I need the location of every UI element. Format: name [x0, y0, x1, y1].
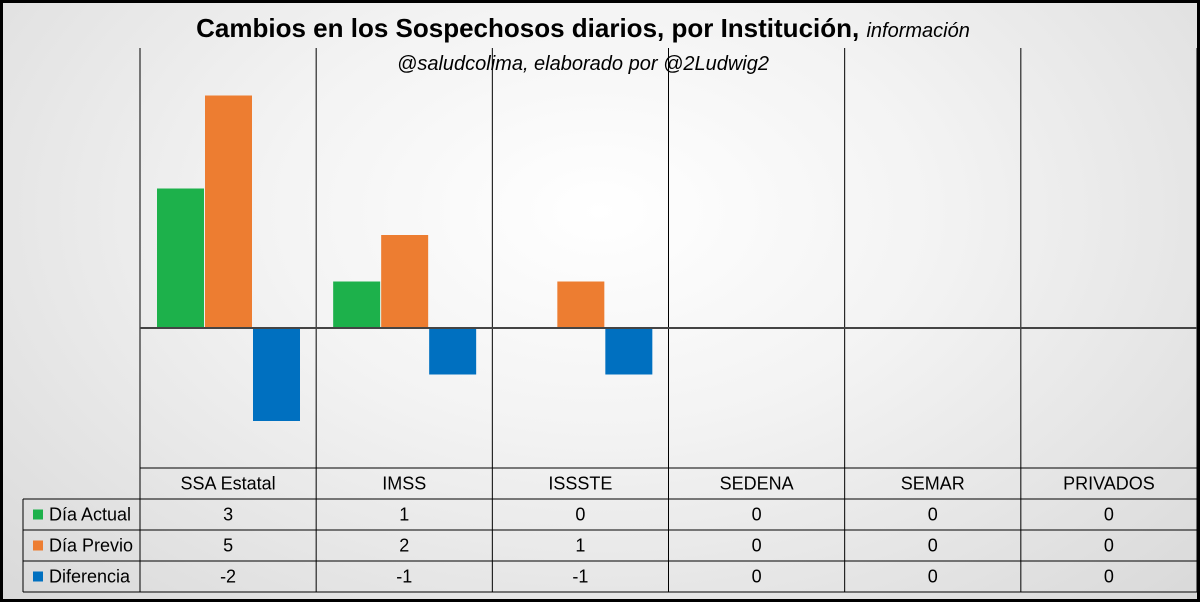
- category-label: SEMAR: [901, 474, 965, 494]
- chart-title-note: información: [866, 20, 970, 42]
- data-value: 0: [575, 505, 585, 525]
- category-label: PRIVADOS: [1063, 474, 1155, 494]
- bar: [429, 328, 477, 375]
- data-value: -2: [220, 567, 236, 587]
- series-label: Diferencia: [49, 567, 131, 587]
- data-value: 5: [223, 536, 233, 556]
- category-label: SEDENA: [720, 474, 794, 494]
- chart-title-main: Cambios en los Sospechosos diarios, por …: [196, 13, 860, 43]
- data-value: -1: [396, 567, 412, 587]
- data-value: 0: [928, 536, 938, 556]
- bar: [253, 328, 300, 421]
- data-value: 0: [1104, 536, 1114, 556]
- chart-subtitle: @saludcolima, elaborado por @2Ludwig2: [397, 53, 769, 75]
- bar: [333, 281, 381, 328]
- chart-title: Cambios en los Sospechosos diarios, por …: [3, 13, 1163, 44]
- series-label: Día Actual: [49, 505, 131, 525]
- bar: [205, 95, 252, 328]
- chart-svg: SSA Estatal IMSS ISSSTE SEDENA SEMAR PRIVADOS…: [22, 48, 1197, 593]
- bar: [381, 235, 429, 328]
- category-label: ISSSTE: [548, 474, 612, 494]
- data-value: 2: [399, 536, 409, 556]
- data-value: -1: [572, 567, 588, 587]
- data-value: 0: [1104, 505, 1114, 525]
- data-value: 0: [1104, 567, 1114, 587]
- bar: [605, 328, 653, 375]
- legend-key: [33, 571, 43, 582]
- data-value: 0: [928, 505, 938, 525]
- legend-key: [33, 509, 43, 520]
- category-label: IMSS: [382, 474, 426, 494]
- category-label: SSA Estatal: [181, 474, 276, 494]
- data-value: 1: [575, 536, 585, 556]
- data-value: 1: [399, 505, 409, 525]
- bar: [157, 188, 204, 328]
- data-value: 3: [223, 505, 233, 525]
- bar: [557, 281, 605, 328]
- data-value: 0: [928, 567, 938, 587]
- series-label: Día Previo: [49, 536, 133, 556]
- data-value: 0: [752, 567, 762, 587]
- legend-key: [33, 540, 43, 551]
- data-value: 0: [752, 536, 762, 556]
- data-value: 0: [752, 505, 762, 525]
